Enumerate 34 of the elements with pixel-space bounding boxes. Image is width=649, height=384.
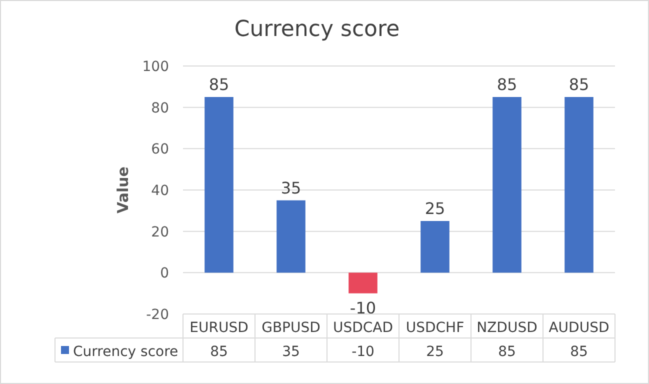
legend-label: Currency score — [73, 344, 178, 360]
y-tick-label: 100 — [142, 59, 169, 75]
y-tick-label: -20 — [146, 307, 169, 323]
text: 85 — [210, 344, 228, 360]
y-tick-label: 0 — [160, 266, 169, 282]
y-axis-title: Value — [114, 166, 132, 214]
y-tick-label: 20 — [151, 224, 169, 240]
y-tick-label: 80 — [151, 100, 169, 116]
data-label: 35 — [280, 178, 302, 198]
text: -10 — [352, 344, 374, 360]
x-tick-label: GBPUSD — [262, 320, 320, 336]
data-label: -10 — [350, 298, 376, 318]
data-label: 85 — [568, 75, 590, 94]
bar — [420, 221, 450, 273]
bar — [564, 97, 594, 273]
y-tick-label: 60 — [151, 142, 169, 158]
y-tick-label: 40 — [151, 183, 169, 199]
bar — [492, 97, 522, 273]
text: 35 — [282, 344, 300, 360]
x-tick-label: AUDUSD — [548, 320, 610, 336]
x-tick-label: USDCAD — [332, 320, 394, 336]
bar — [348, 272, 378, 294]
text: 85 — [498, 344, 516, 360]
data-label: 25 — [424, 199, 446, 218]
data-label: 85 — [208, 75, 230, 94]
bar — [276, 200, 306, 273]
bar — [204, 97, 234, 273]
x-tick-label: NZDUSD — [476, 320, 538, 336]
text: 25 — [426, 344, 444, 360]
data-label: 85 — [496, 75, 518, 94]
text: 85 — [570, 344, 588, 360]
x-tick-label: USDCHF — [406, 320, 464, 336]
x-tick-label: EURUSD — [190, 320, 248, 336]
chart-title: Currency score — [234, 17, 400, 42]
